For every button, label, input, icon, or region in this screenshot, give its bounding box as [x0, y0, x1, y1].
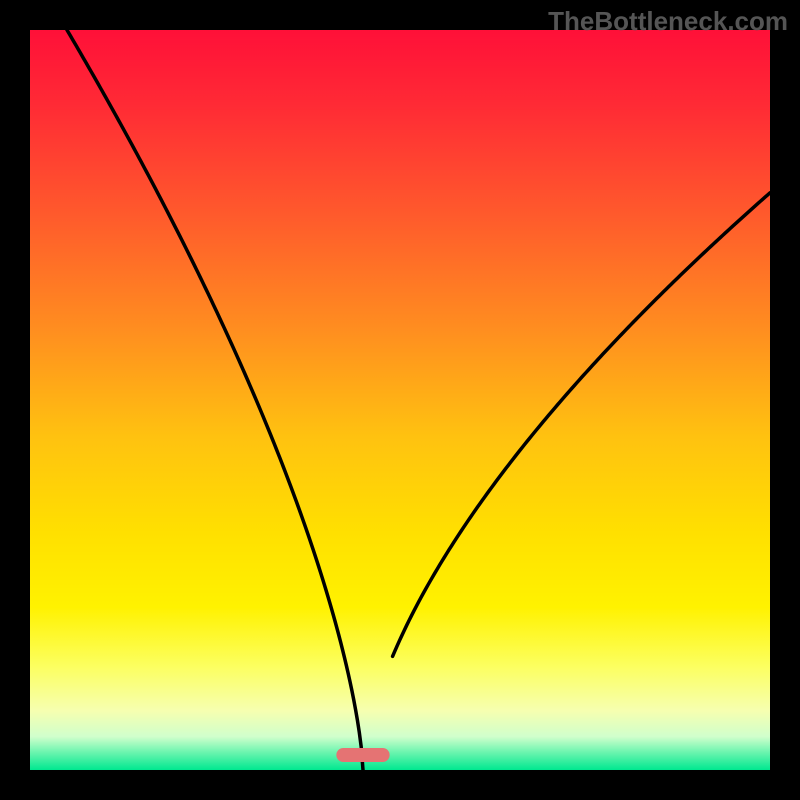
- watermark-text: TheBottleneck.com: [548, 6, 788, 37]
- plot-background: [30, 30, 770, 770]
- minimum-marker: [336, 748, 389, 762]
- gradient-plot: [0, 0, 800, 800]
